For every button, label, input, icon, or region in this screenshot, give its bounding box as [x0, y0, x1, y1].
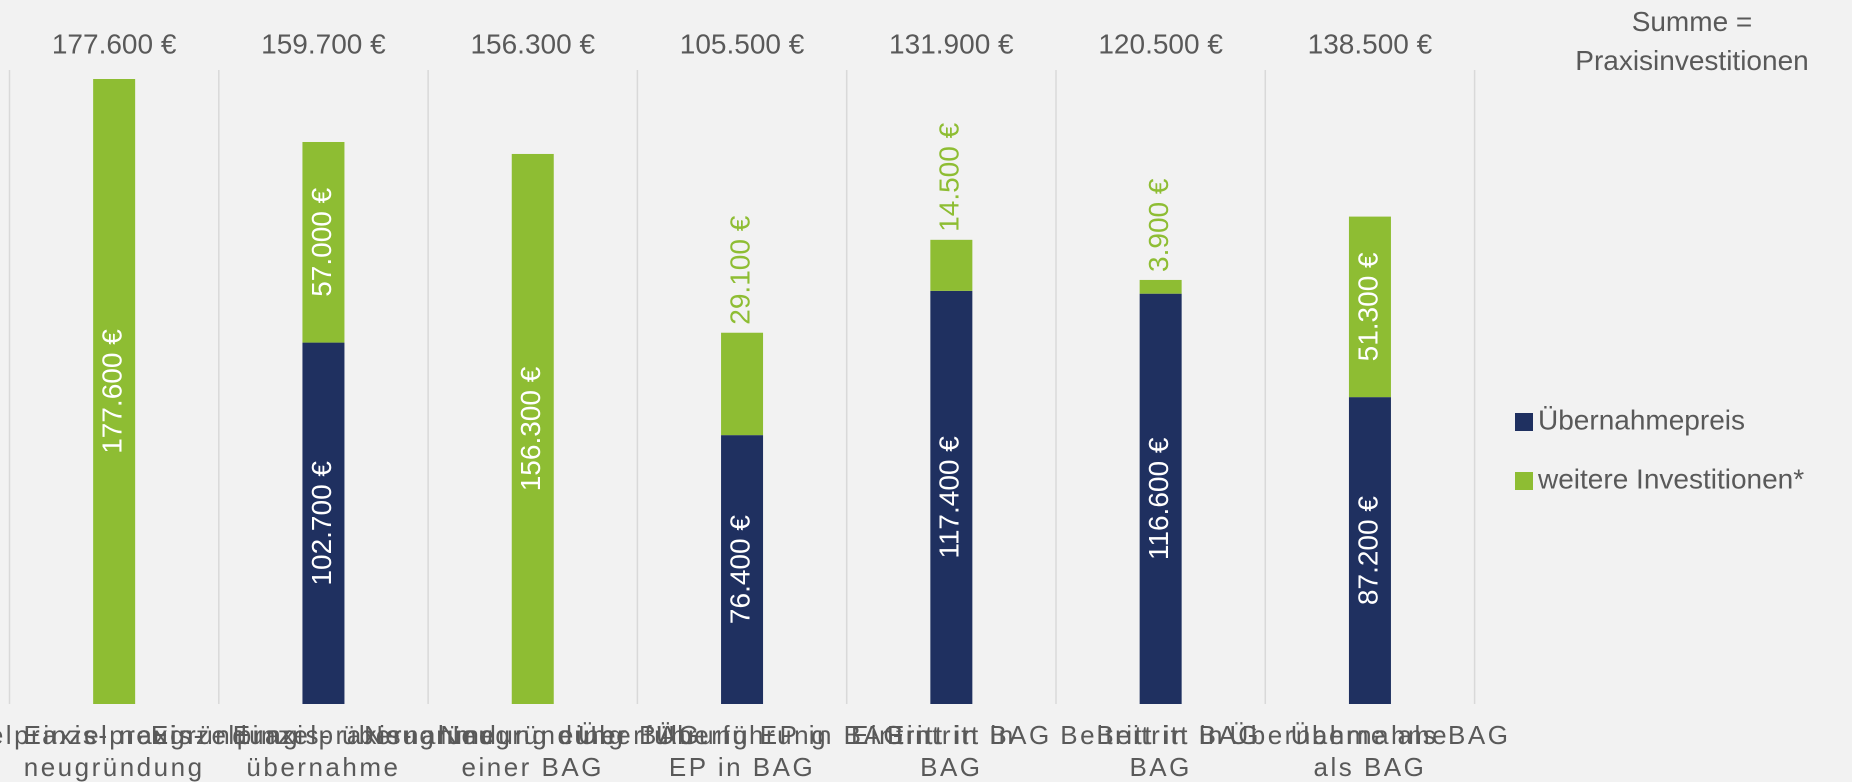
total-label: 159.700 €	[261, 28, 386, 59]
legend-label: Übernahmepreis	[1538, 404, 1745, 435]
bar-segment	[1139, 279, 1182, 294]
bar-segment	[93, 79, 136, 704]
bar-segment	[302, 342, 345, 704]
bar-segment	[930, 239, 973, 291]
bar-segment	[1348, 216, 1391, 398]
data-label: 116.600 €	[1143, 437, 1174, 560]
annotation: Summe = Praxisinvestitionen	[1575, 6, 1808, 76]
total-label: 156.300 €	[470, 28, 595, 59]
legend-swatch	[1515, 413, 1533, 431]
data-label: 177.600 €	[97, 329, 128, 454]
data-label: 117.400 €	[934, 436, 965, 559]
bar-segment	[1348, 397, 1391, 704]
data-label: 102.700 €	[306, 461, 337, 586]
total-label: 120.500 €	[1098, 28, 1223, 59]
data-label: 14.500 €	[934, 122, 965, 231]
data-label: 87.200 €	[1352, 496, 1383, 605]
data-label: 51.300 €	[1352, 252, 1383, 361]
bar-segment	[1139, 293, 1182, 704]
data-label: 57.000 €	[306, 187, 337, 296]
bar-segment	[302, 141, 345, 343]
bar-segment	[511, 153, 554, 704]
total-label: 105.500 €	[680, 28, 805, 59]
data-label: 156.300 €	[515, 366, 546, 491]
legend-label: weitere Investitionen*	[1537, 463, 1804, 494]
bar-segment	[930, 290, 973, 704]
legend-swatch	[1515, 472, 1533, 490]
total-label: 131.900 €	[889, 28, 1014, 59]
bar-segment	[721, 435, 764, 704]
data-label: 3.900 €	[1143, 178, 1174, 272]
data-label: 29.100 €	[724, 215, 755, 324]
data-label: 76.400 €	[724, 515, 755, 624]
bar-segment	[721, 332, 764, 436]
total-label: 138.500 €	[1308, 28, 1433, 59]
total-label: 177.600 €	[52, 28, 177, 59]
